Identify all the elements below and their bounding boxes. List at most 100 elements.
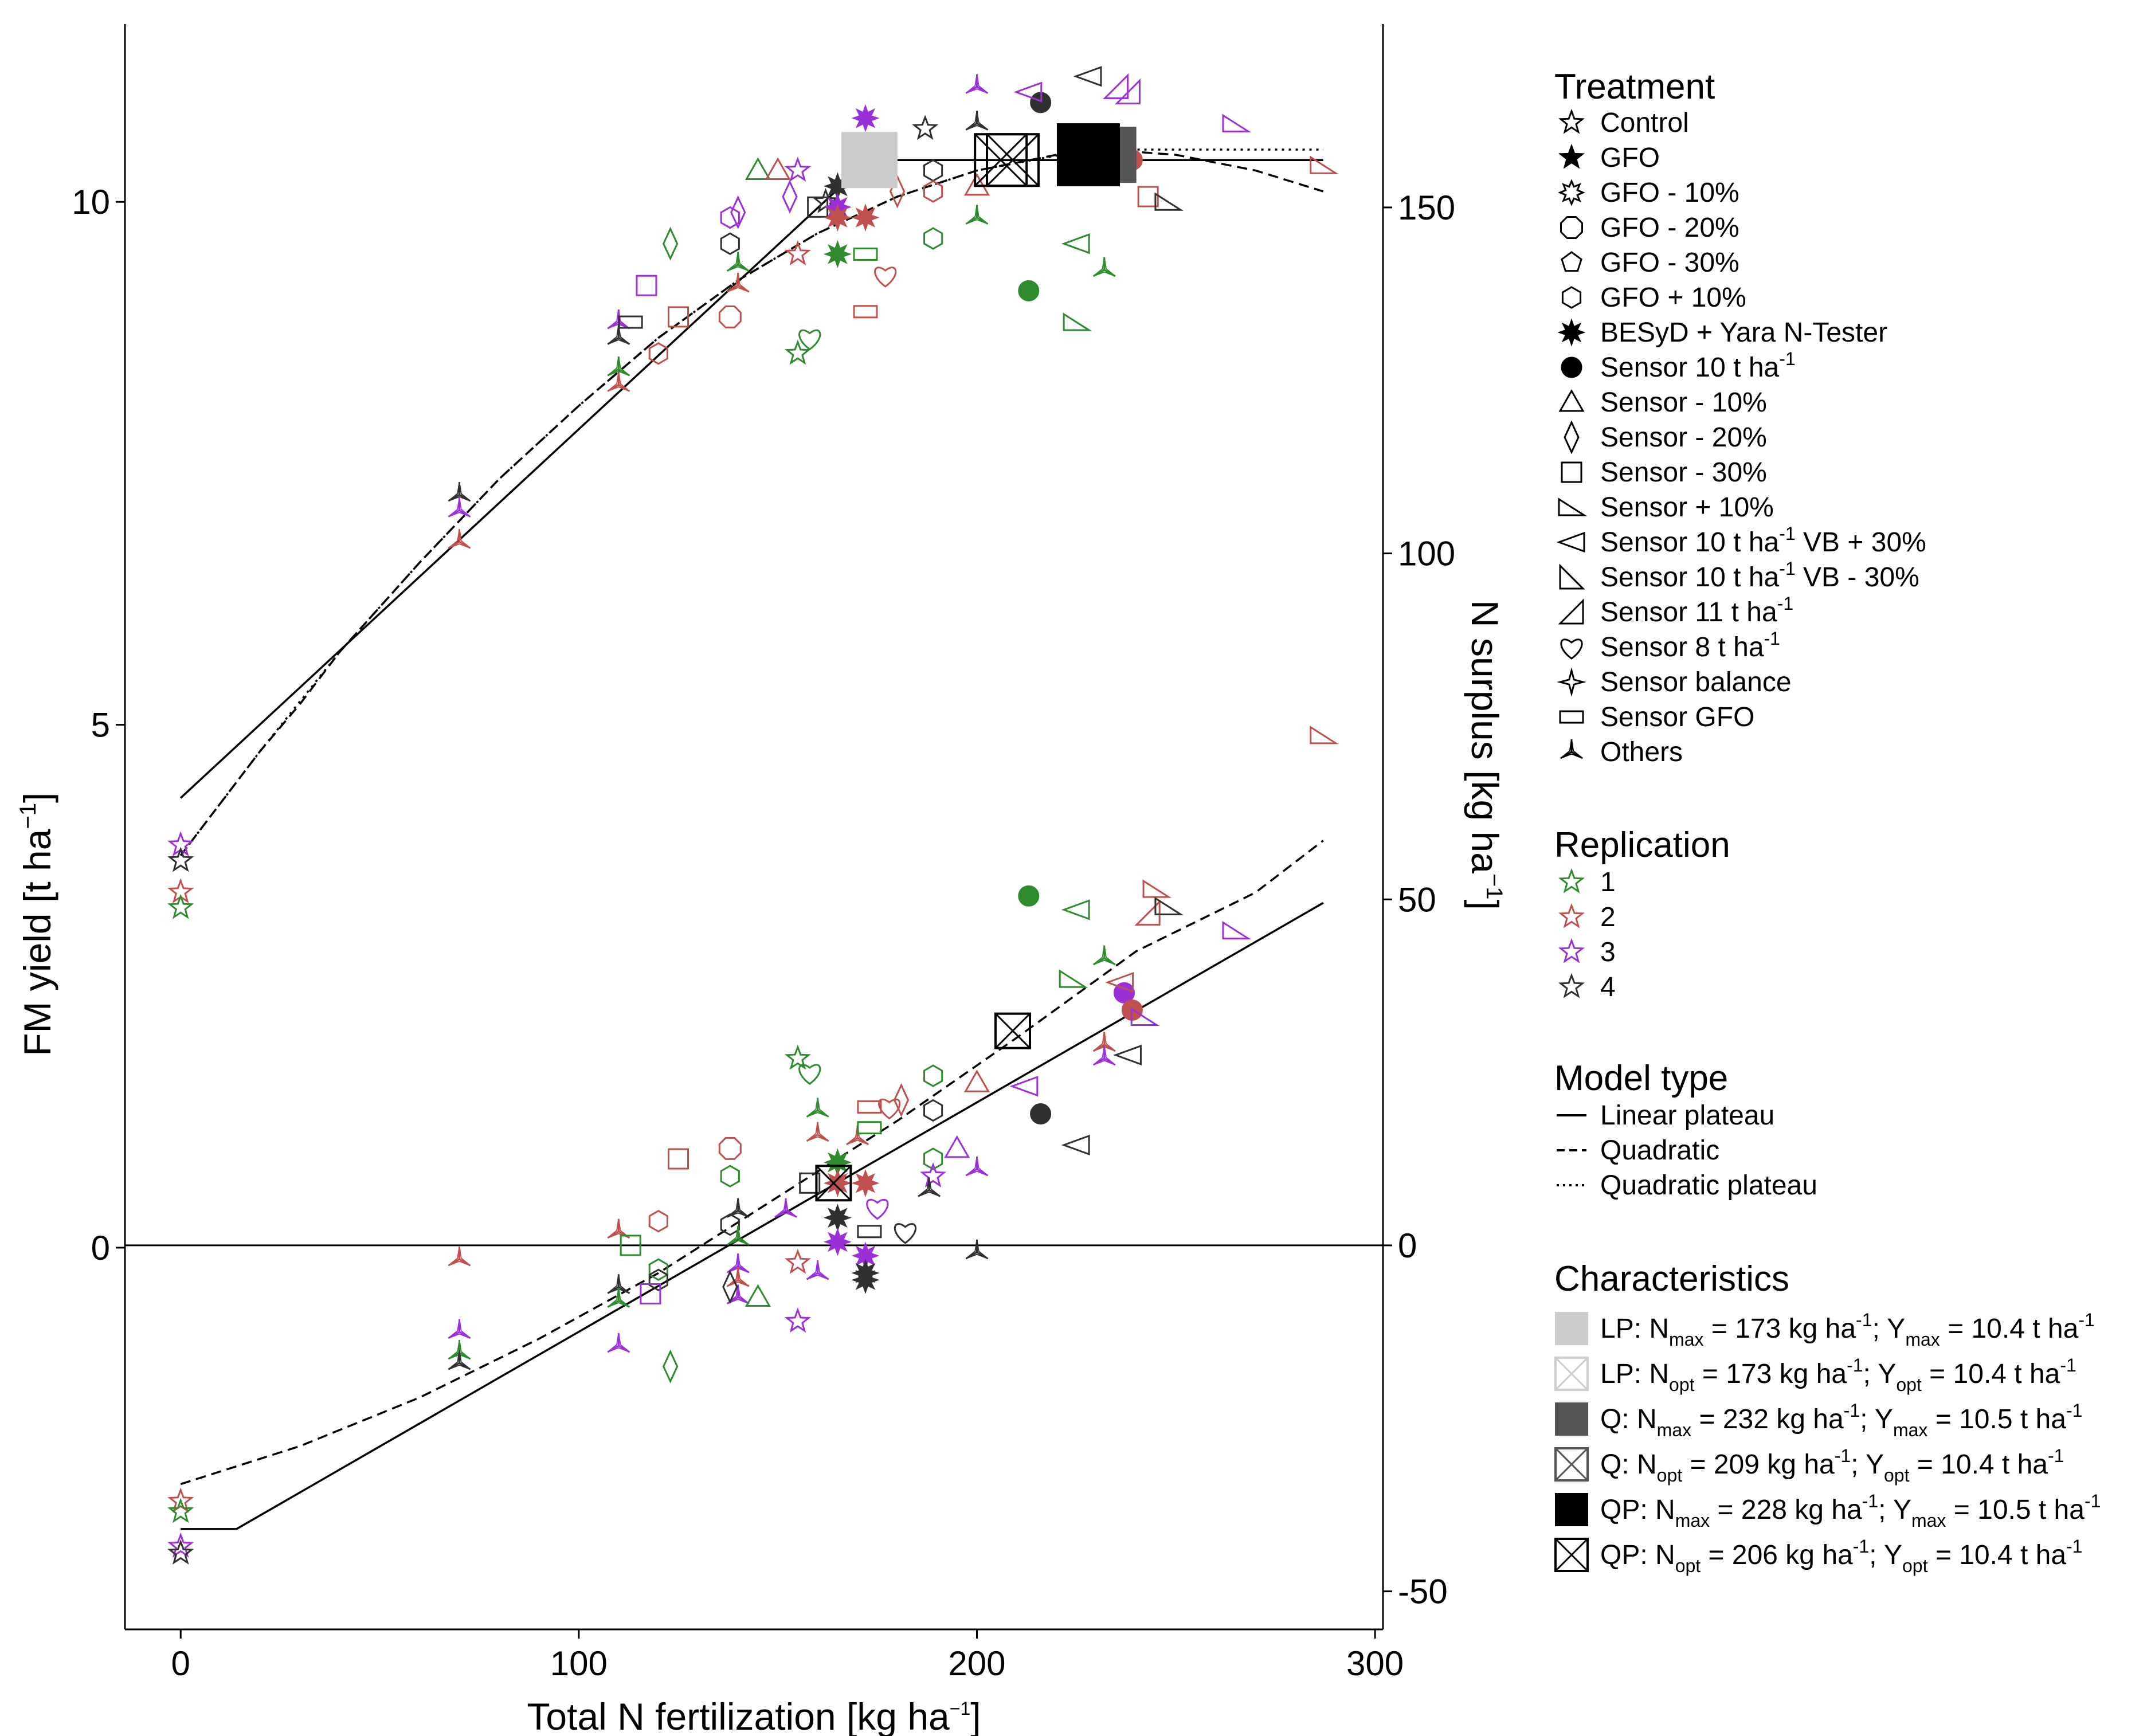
legend-treatment-item: Sensor + 10% bbox=[1600, 492, 1774, 523]
yield-point bbox=[1222, 113, 1252, 132]
characteristic-marker bbox=[841, 132, 898, 189]
legend-replication-item: 4 bbox=[1600, 972, 1616, 1002]
yield-point bbox=[851, 203, 880, 232]
surplus-point bbox=[448, 1246, 471, 1267]
legend-symbol-square bbox=[1561, 461, 1582, 483]
legend-symbol-heart bbox=[1560, 638, 1583, 660]
legend-characteristic-item: Q: Nopt = 209 kg ha-1; Yopt = 10.4 t ha-… bbox=[1600, 1445, 2064, 1486]
surplus-point bbox=[648, 1268, 668, 1292]
surplus-point bbox=[720, 1165, 740, 1188]
legend-symbol-octagon bbox=[1560, 216, 1583, 239]
legend-characteristic-marker bbox=[1555, 1312, 1588, 1345]
legend-symbol-star bbox=[1558, 108, 1585, 134]
surplus-point bbox=[799, 1172, 821, 1194]
surplus-point bbox=[920, 1162, 947, 1188]
yield-point bbox=[718, 305, 742, 328]
surplus-point bbox=[1030, 1103, 1052, 1125]
surplus-point bbox=[823, 1204, 852, 1232]
data-points bbox=[167, 66, 1339, 1565]
legend-characteristic-item: QP: Nopt = 206 kg ha-1; Yopt = 10.4 t ha… bbox=[1600, 1536, 2082, 1576]
legend-symbol-rtri_se bbox=[1558, 598, 1584, 625]
yield-point bbox=[853, 247, 878, 261]
legend-symbol-star8_outline bbox=[1558, 179, 1585, 206]
surplus-point bbox=[1092, 1045, 1116, 1066]
yield-point bbox=[1102, 73, 1129, 99]
yield-point bbox=[912, 115, 939, 140]
surplus-point bbox=[866, 1198, 889, 1220]
surplus-point bbox=[857, 1100, 882, 1114]
surplus-point bbox=[923, 1064, 943, 1087]
yield-point bbox=[1310, 155, 1339, 174]
yield-point bbox=[720, 232, 740, 255]
legend-symbol-rtri_nw bbox=[1559, 563, 1585, 590]
yield-point bbox=[167, 894, 194, 919]
x-tick-label: 300 bbox=[1346, 1644, 1404, 1683]
surplus-point bbox=[726, 1225, 750, 1246]
surplus-point bbox=[726, 1253, 750, 1273]
surplus-point bbox=[745, 1284, 771, 1307]
yield-point bbox=[784, 339, 811, 365]
surplus-point bbox=[851, 1169, 880, 1197]
yield-point bbox=[1137, 186, 1159, 207]
surplus-point bbox=[963, 1069, 990, 1092]
surplus-point bbox=[1105, 972, 1134, 993]
surplus-point bbox=[1113, 982, 1135, 1004]
legend-characteristics-title: Characteristics bbox=[1554, 1259, 1789, 1299]
yield-point bbox=[1114, 78, 1141, 105]
surplus-point bbox=[620, 1235, 641, 1256]
legend-treatment-item: GFO - 20% bbox=[1600, 213, 1739, 243]
legend-symbol-rect bbox=[1559, 710, 1584, 724]
surplus-point bbox=[607, 1333, 630, 1353]
yield-point bbox=[1092, 257, 1116, 277]
surplus-point bbox=[798, 1064, 821, 1085]
surplus-point bbox=[662, 1349, 679, 1384]
yield-point bbox=[923, 180, 943, 203]
legend-symbol-pentagon bbox=[1561, 251, 1582, 272]
surplus-point bbox=[1092, 945, 1116, 966]
y2-tick-label: 0 bbox=[1398, 1226, 1417, 1265]
surplus-point bbox=[1018, 885, 1040, 907]
yield-point bbox=[668, 306, 689, 328]
surplus-point bbox=[774, 1198, 797, 1218]
x-tick-label: 0 bbox=[171, 1644, 190, 1683]
legend-symbol-triangle bbox=[1558, 389, 1585, 412]
surplus-point bbox=[640, 1283, 661, 1304]
characteristic-marker bbox=[815, 1165, 852, 1202]
yield-point bbox=[1073, 66, 1102, 87]
legend-treatment-item: Sensor 10 t ha-1 VB - 30% bbox=[1600, 558, 1919, 593]
yield-point bbox=[618, 315, 643, 329]
yield-point bbox=[782, 179, 798, 214]
surplus-point bbox=[167, 1498, 194, 1523]
surplus-point bbox=[720, 1213, 740, 1236]
legend-replication-symbol bbox=[1558, 938, 1585, 963]
legend-replication-title: Replication bbox=[1554, 825, 1730, 865]
plot-frame bbox=[124, 24, 1384, 1631]
surplus-point bbox=[923, 1099, 943, 1122]
legend-replication-item: 3 bbox=[1600, 937, 1616, 967]
legend-replication-symbol bbox=[1558, 973, 1585, 998]
legend-treatment-item: Sensor - 20% bbox=[1600, 422, 1767, 453]
y-axis-title: FM yield [t ha−1] bbox=[15, 793, 58, 1056]
surplus-point bbox=[857, 1225, 882, 1239]
legend-symbol-star8 bbox=[1557, 318, 1586, 347]
surplus-point bbox=[823, 1169, 852, 1197]
y2-axis-title: N surplus [kg ha−1] bbox=[1464, 600, 1507, 910]
surplus-point bbox=[894, 1223, 916, 1244]
legend-symbol-hexagon bbox=[1561, 286, 1582, 309]
yield-point bbox=[965, 205, 989, 225]
surplus-point bbox=[893, 1083, 910, 1117]
surplus-point bbox=[1113, 1044, 1142, 1066]
surplus-point bbox=[1134, 899, 1161, 926]
yield-point bbox=[823, 203, 852, 232]
yield-point bbox=[784, 156, 811, 182]
legend-treatment-item: Sensor - 10% bbox=[1600, 387, 1767, 418]
legend-model-item: Linear plateau bbox=[1600, 1100, 1774, 1131]
y2-tick-label: 100 bbox=[1398, 535, 1455, 573]
legend-model-item: Quadratic plateau bbox=[1600, 1170, 1817, 1201]
y-tick-label: 0 bbox=[91, 1229, 110, 1267]
legend-characteristic-marker bbox=[1554, 1538, 1589, 1572]
yield-point bbox=[823, 240, 852, 268]
yield-point bbox=[1013, 81, 1043, 103]
surplus-point bbox=[1154, 896, 1184, 915]
